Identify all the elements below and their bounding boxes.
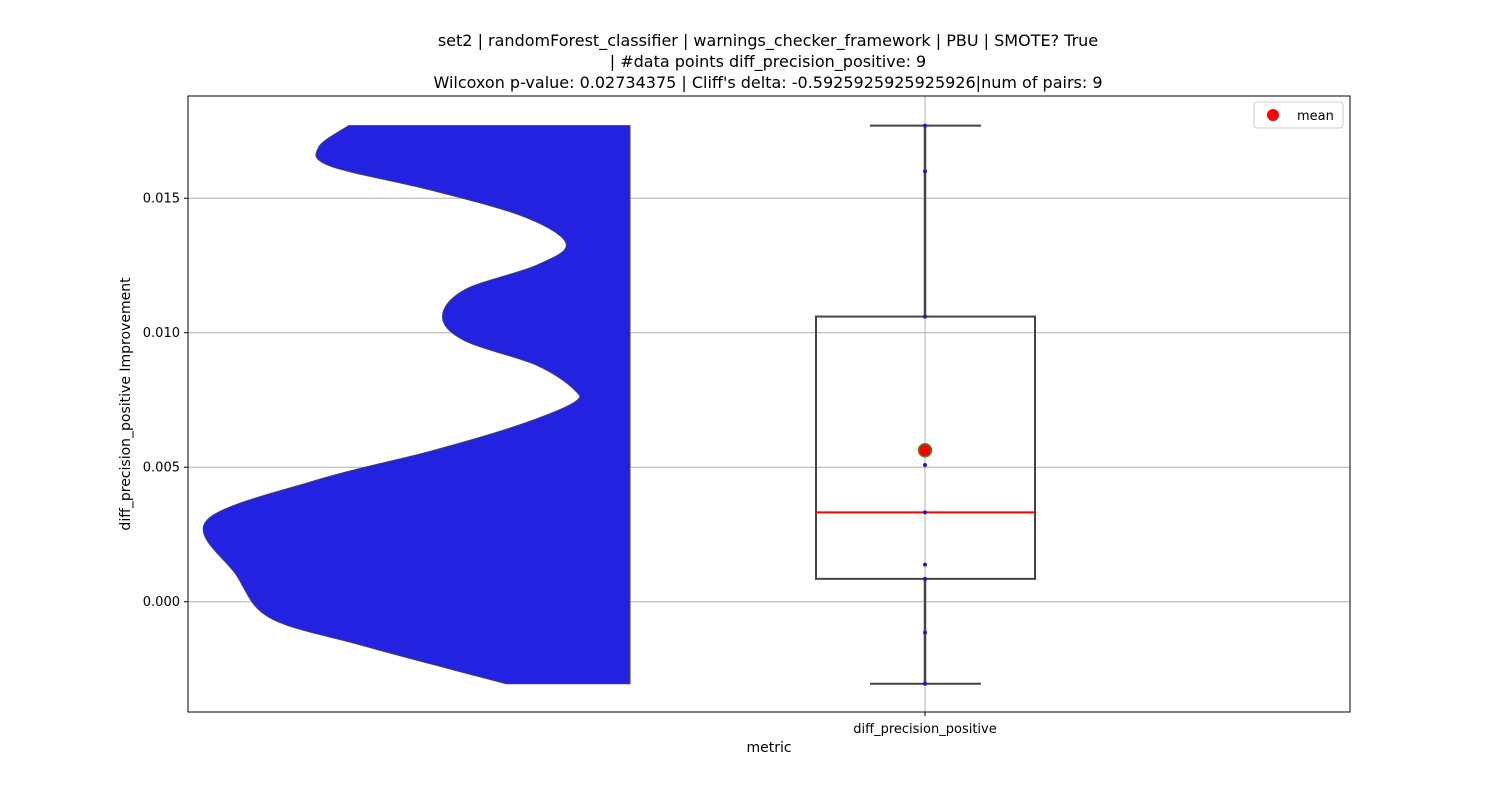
data-point — [923, 314, 927, 319]
data-point — [923, 463, 927, 468]
y-axis-ticks: 0.000 0.005 0.010 0.015 — [143, 192, 188, 610]
data-point — [923, 169, 927, 174]
y-tick-label: 0.005 — [143, 461, 180, 476]
legend-frame — [1253, 101, 1344, 129]
data-points — [923, 123, 927, 686]
chart-title-line-1: set2 | randomForest_classifier | warning… — [438, 31, 1098, 51]
chart-title-line-3: Wilcoxon p-value: 0.02734375 | Cliff's d… — [433, 73, 1102, 92]
legend-mean-label: mean — [1297, 109, 1334, 124]
data-point — [923, 681, 927, 686]
data-point — [923, 562, 927, 567]
y-tick-label: 0.010 — [143, 326, 180, 341]
data-point — [923, 576, 927, 581]
chart-title-line-2: | #data points diff_precision_positive: … — [610, 52, 926, 72]
data-point — [923, 630, 927, 635]
data-point — [923, 123, 927, 128]
y-axis-label: diff_precision_positive Improvement — [118, 277, 134, 531]
mean-marker — [917, 443, 933, 458]
chart-title: set2 | randomForest_classifier | warning… — [433, 31, 1102, 92]
y-tick-label: 0.000 — [143, 595, 180, 610]
mean-layer — [917, 443, 933, 458]
plot-area-frame — [187, 95, 1351, 713]
x-axis-label: metric — [746, 740, 791, 756]
x-tick-label: diff_precision_positive — [853, 722, 996, 737]
x-axis-ticks: diff_precision_positive — [853, 712, 997, 737]
data-point — [923, 510, 927, 515]
legend-mean-marker — [1267, 109, 1279, 121]
violin-shape — [202, 125, 631, 685]
legend: mean — [1253, 101, 1344, 129]
violin-layer — [202, 125, 631, 685]
y-tick-label: 0.015 — [143, 192, 180, 207]
